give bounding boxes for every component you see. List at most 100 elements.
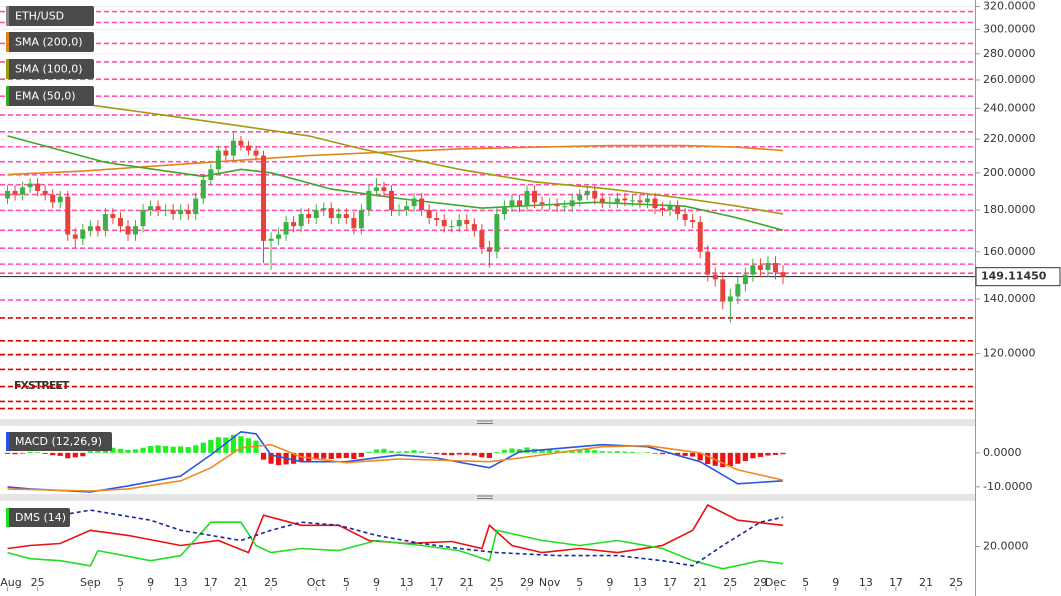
histogram-bar <box>780 452 786 455</box>
candle-body <box>373 187 379 191</box>
candle-body <box>253 150 259 156</box>
candle-body <box>532 190 538 203</box>
histogram-bar <box>456 452 462 455</box>
histogram-bar <box>494 451 500 453</box>
histogram-bar <box>584 449 590 453</box>
label-box <box>6 432 112 451</box>
y-tick-label: 300.0000 <box>983 22 1036 35</box>
histogram-bar <box>705 452 711 465</box>
resize-handle[interactable] <box>477 420 493 499</box>
candle-body <box>705 251 711 275</box>
candle-body <box>757 265 763 270</box>
candle-body <box>516 200 522 207</box>
candle-body <box>720 279 726 302</box>
candle-body <box>652 198 658 209</box>
indicator-line <box>7 521 784 570</box>
candle-body <box>20 187 26 195</box>
histogram-bar <box>373 449 380 453</box>
histogram-bar <box>592 450 598 453</box>
histogram-bar <box>614 451 620 453</box>
candle-body <box>133 226 139 235</box>
candle-body <box>170 210 176 215</box>
x-tick-label: Sep <box>80 576 101 589</box>
candle-body <box>644 198 650 203</box>
histogram-bar <box>411 450 417 453</box>
candle-body <box>712 274 718 280</box>
histogram-bar <box>275 452 282 466</box>
label-swatch <box>6 432 9 451</box>
y-tick-label: 20.0000 <box>983 540 1029 553</box>
candle-body <box>456 220 462 227</box>
histogram-bar <box>313 452 319 460</box>
candle-body <box>110 214 116 219</box>
candle-body <box>155 206 161 211</box>
candle-body <box>524 190 530 207</box>
y-tick-label: -10.0000 <box>983 480 1032 493</box>
y-tick-label: 180.0000 <box>983 203 1036 216</box>
histogram-bar <box>291 452 297 464</box>
candle-body <box>163 210 169 212</box>
histogram-bar <box>479 452 485 458</box>
x-tick-label: 21 <box>693 576 707 589</box>
histogram-bar <box>12 452 18 455</box>
candle-body <box>780 272 786 277</box>
candle-body <box>449 226 455 228</box>
histogram-bar <box>358 452 364 457</box>
x-tick-label: 25 <box>31 576 45 589</box>
histogram-bar <box>434 452 440 455</box>
histogram-bar <box>516 449 523 453</box>
indicator-line <box>7 144 784 176</box>
histogram-bar <box>170 446 176 453</box>
candle-body <box>622 198 628 201</box>
y-tick-label: 200.0000 <box>983 166 1036 179</box>
candle-body <box>261 155 267 241</box>
label-swatch <box>6 86 9 106</box>
candle-body <box>328 208 334 219</box>
candle-body <box>547 204 553 206</box>
candle-body <box>245 145 251 151</box>
histogram-bar <box>321 452 327 459</box>
histogram-bar <box>110 447 116 453</box>
label-swatch <box>6 6 9 26</box>
y-tick-label: 280.0000 <box>983 47 1036 60</box>
candle-body <box>230 140 236 156</box>
indicator-line <box>7 509 784 567</box>
candle-body <box>727 296 733 302</box>
candle-body <box>607 202 613 204</box>
histogram-bar <box>19 452 26 454</box>
y-tick-label: 320.0000 <box>983 0 1036 13</box>
histogram-bar <box>690 452 696 457</box>
candle-body <box>486 247 492 252</box>
candle-body <box>667 206 673 211</box>
histogram-bar <box>772 452 779 455</box>
label-text: DMS (14) <box>15 511 66 524</box>
y-tick-label: 240.0000 <box>983 101 1036 114</box>
x-tick-label: 13 <box>859 576 873 589</box>
histogram-bar <box>35 452 41 453</box>
x-tick-label: 5 <box>576 576 583 589</box>
x-tick-label: 9 <box>147 576 154 589</box>
x-tick-label: 17 <box>663 576 677 589</box>
y-tick-label: 0.0000 <box>983 446 1022 459</box>
histogram-bar <box>524 447 530 453</box>
histogram-bar <box>644 452 651 453</box>
candle-body <box>471 224 477 231</box>
label-text: ETH/USD <box>15 10 64 23</box>
histogram-bar <box>72 452 78 458</box>
candle-body <box>539 202 545 205</box>
candle-body <box>102 214 108 231</box>
histogram-bar <box>750 452 756 459</box>
histogram-bar <box>306 452 312 462</box>
histogram-bar <box>388 450 395 453</box>
label-text: EMA (50,0) <box>15 90 76 103</box>
histogram-bar <box>200 442 206 453</box>
candle-body <box>682 214 688 221</box>
histogram-bar <box>193 445 199 453</box>
candle-body <box>200 179 206 199</box>
histogram-bar <box>449 452 455 456</box>
candle-body <box>117 218 123 227</box>
candle-body <box>675 206 681 215</box>
histogram-bar <box>765 452 771 456</box>
x-tick-label: 25 <box>949 576 963 589</box>
